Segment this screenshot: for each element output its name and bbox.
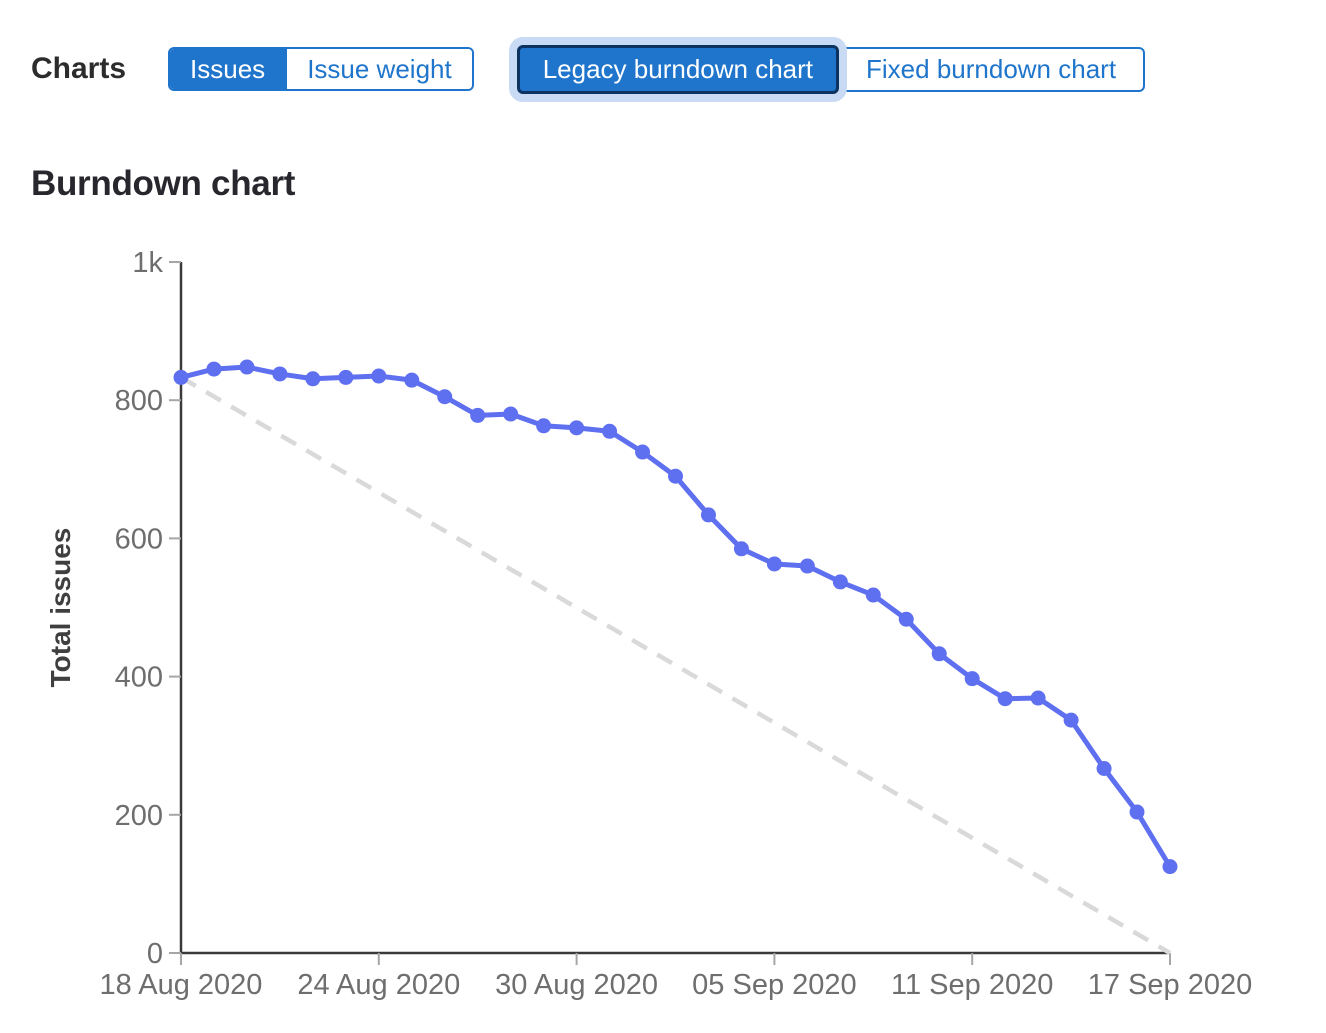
burndown-data-point[interactable] <box>206 361 222 377</box>
burndown-data-point[interactable] <box>1063 712 1079 728</box>
metric-toggle-issues-button[interactable]: Issues <box>170 49 286 89</box>
burndown-data-point[interactable] <box>1129 804 1145 820</box>
y-axis-tick-label: 600 <box>115 523 163 555</box>
burndown-data-point[interactable] <box>173 369 189 385</box>
burndown-data-point[interactable] <box>239 359 255 375</box>
x-axis-tick-label: 11 Sep 2020 <box>891 969 1053 1001</box>
burndown-data-point[interactable] <box>1162 859 1178 875</box>
burndown-data-point[interactable] <box>865 587 881 603</box>
y-axis-title: Total issues <box>45 528 76 688</box>
y-axis-tick-label: 0 <box>147 938 163 970</box>
burndown-chart-area: 0 200 400 600 800 1k 18 Aug 2020 24 Aug 2020 30 … <box>0 240 1326 1028</box>
burndown-data-point[interactable] <box>733 541 749 557</box>
burndown-data-point[interactable] <box>569 420 585 436</box>
x-axis-tick-label: 05 Sep 2020 <box>692 969 856 1001</box>
burndown-data-point[interactable] <box>700 507 716 523</box>
burndown-data-point[interactable] <box>997 691 1013 707</box>
x-axis-tick-label: 24 Aug 2020 <box>297 969 460 1001</box>
burndown-data-point[interactable] <box>602 423 618 439</box>
burndown-data-point[interactable] <box>371 368 387 384</box>
charts-header-row: Charts Issues Issue weight Legacy burndo… <box>31 40 1146 98</box>
burndown-data-point[interactable] <box>338 369 354 385</box>
burndown-data-point[interactable] <box>766 556 782 572</box>
ideal-burndown-guideline <box>179 375 1172 955</box>
burndown-data-point[interactable] <box>437 389 453 405</box>
burndown-chart: 0 200 400 600 800 1k 18 Aug 2020 24 Aug 2020 30 … <box>45 247 1252 1001</box>
burndown-data-point[interactable] <box>404 372 420 388</box>
burndown-data-point[interactable] <box>305 371 321 387</box>
burndown-line <box>178 364 1173 870</box>
burndown-data-point[interactable] <box>536 418 552 434</box>
axis-lines <box>179 262 1170 955</box>
y-axis-tick-label: 200 <box>115 800 163 832</box>
metric-toggle-issue-weight-button[interactable]: Issue weight <box>285 49 472 89</box>
metric-toggle-group: Issues Issue weight <box>168 47 474 91</box>
burndown-data-point[interactable] <box>964 671 980 687</box>
burndown-data-point[interactable] <box>470 407 486 423</box>
burndown-data-point[interactable] <box>503 406 519 422</box>
burndown-data-point[interactable] <box>635 444 651 460</box>
y-axis-tick-label: 400 <box>115 662 163 694</box>
x-axis-tick-label: 17 Sep 2020 <box>1088 969 1252 1001</box>
fixed-burndown-chart-button[interactable]: Fixed burndown chart <box>839 46 1146 92</box>
burndown-data-point[interactable] <box>898 611 914 627</box>
burndown-data-point[interactable] <box>1096 761 1112 777</box>
x-axis-tick-label: 30 Aug 2020 <box>495 969 658 1001</box>
burndown-data-point[interactable] <box>799 558 815 574</box>
charts-section-label: Charts <box>31 52 127 85</box>
legacy-burndown-chart-button[interactable]: Legacy burndown chart <box>516 44 840 94</box>
burndown-data-point[interactable] <box>832 574 848 590</box>
burndown-data-point[interactable] <box>1030 690 1046 706</box>
chart-type-toggle-group: Legacy burndown chart Fixed burndown cha… <box>516 44 1146 94</box>
burndown-data-point[interactable] <box>668 468 683 484</box>
y-axis-tick-label: 800 <box>115 385 163 417</box>
y-axis-tick-label: 1k <box>132 247 163 279</box>
burndown-data-point[interactable] <box>931 646 947 662</box>
burndown-chart-heading: Burndown chart <box>31 164 296 203</box>
burndown-data-point[interactable] <box>272 366 288 382</box>
x-axis-tick-label: 18 Aug 2020 <box>100 969 263 1001</box>
